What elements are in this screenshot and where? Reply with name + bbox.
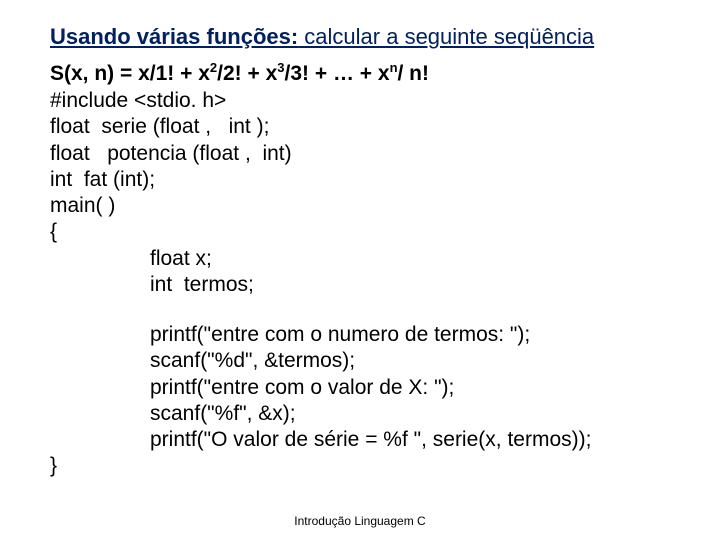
formula-p2: /2! + x: [217, 62, 277, 85]
formula-sup2: 3: [277, 60, 284, 75]
slide-content: Usando várias funções: calcular a seguin…: [0, 0, 720, 540]
formula-sup3: n: [390, 60, 398, 75]
title-bold: Usando várias funções:: [50, 24, 298, 49]
code-serie-decl: float serie (float , int );: [50, 114, 684, 140]
formula-p4: / n!: [398, 62, 430, 85]
slide-footer: Introdução Linguagem C: [0, 514, 720, 528]
code-main: main( ): [50, 193, 684, 219]
code-printf-termos: printf("entre com o numero de termos: ")…: [50, 322, 684, 348]
code-fat-decl: int fat (int);: [50, 167, 684, 193]
formula-p3: /3! + … + x: [285, 62, 390, 85]
code-include: #include <stdio. h>: [50, 88, 684, 114]
code-potencia-decl: float potencia (float , int): [50, 141, 684, 167]
blank-line: [50, 298, 684, 322]
code-brace-open: {: [50, 219, 684, 245]
title-rest: calcular a seguinte seqüência: [298, 24, 594, 49]
code-printf-result: printf("O valor de série = %f ", serie(x…: [50, 427, 684, 453]
code-float-x: float x;: [50, 246, 684, 272]
formula-line: S(x, n) = x/1! + x2/2! + x3/3! + … + xn/…: [50, 60, 684, 86]
code-printf-x: printf("entre com o valor de X: ");: [50, 375, 684, 401]
code-scanf-termos: scanf("%d", &termos);: [50, 348, 684, 374]
formula-p1: S(x, n) = x/1! + x: [50, 62, 210, 85]
slide-title: Usando várias funções: calcular a seguin…: [50, 24, 684, 50]
code-scanf-x: scanf("%f", &x);: [50, 401, 684, 427]
code-brace-close: }: [50, 453, 684, 479]
code-int-termos: int termos;: [50, 272, 684, 298]
